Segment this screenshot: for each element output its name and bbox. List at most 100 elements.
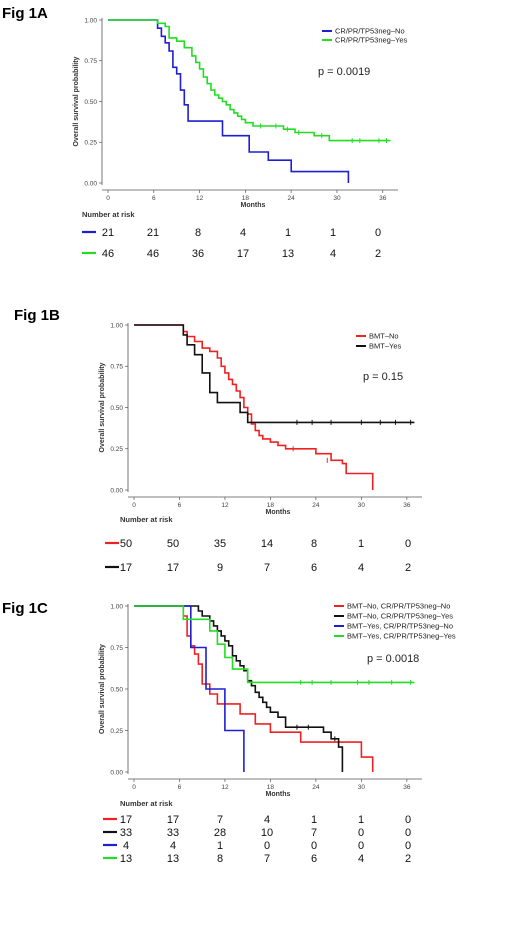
risk-count: 0: [405, 827, 411, 839]
risk-count: 2: [405, 853, 411, 865]
risk-count: 4: [123, 840, 129, 852]
risk-count: 7: [217, 814, 223, 826]
y-tick-label: 0.25: [110, 728, 123, 735]
survival-curve-2: [108, 19, 391, 142]
risk-count: 7: [264, 562, 270, 574]
legend-entry: BMT–No: [369, 332, 399, 341]
panel-label: Fig 1A: [2, 5, 48, 22]
p-value: p = 0.15: [363, 371, 403, 383]
risk-count: 46: [102, 248, 114, 260]
risk-count: 10: [261, 827, 273, 839]
risk-count: 21: [147, 227, 159, 239]
risk-count: 0: [405, 840, 411, 852]
panel-label: Fig 1C: [2, 600, 48, 617]
x-tick-label: 24: [312, 784, 320, 791]
x-tick-label: 36: [379, 195, 387, 202]
y-axis-title: Overall survival probability: [99, 644, 106, 734]
y-tick-label: 0.25: [84, 140, 97, 147]
risk-count: 50: [120, 538, 132, 550]
risk-count: 8: [195, 227, 201, 239]
risk-count: 2: [405, 562, 411, 574]
x-tick-label: 18: [267, 784, 275, 791]
risk-count: 2: [375, 248, 381, 260]
y-tick-label: 0.50: [110, 405, 123, 412]
risk-count: 28: [214, 827, 226, 839]
risk-count: 17: [167, 814, 179, 826]
legend-entry: CR/PR/TP53neg–Yes: [335, 36, 408, 45]
y-tick-label: 0.00: [110, 487, 123, 494]
panel-3: Fig 1C0.000.250.500.751.000 6 12 18 24 30 36Mo…: [2, 600, 456, 865]
risk-count: 17: [120, 562, 132, 574]
risk-count: 13: [167, 853, 179, 865]
survival-curve-3: [134, 605, 245, 772]
risk-count: 8: [311, 538, 317, 550]
y-tick-label: 1.00: [110, 322, 123, 329]
y-tick-label: 1.00: [84, 17, 97, 24]
risk-table-title: Number at risk: [120, 515, 173, 524]
x-tick-label: 12: [196, 195, 204, 202]
y-tick-label: 0.75: [84, 58, 97, 65]
risk-count: 17: [237, 248, 249, 260]
risk-count: 21: [102, 227, 114, 239]
y-tick-label: 0.25: [110, 446, 123, 453]
y-tick-label: 0.75: [110, 364, 123, 371]
y-tick-label: 0.75: [110, 645, 123, 652]
x-tick-label: 0: [132, 784, 136, 791]
risk-count: 0: [405, 538, 411, 550]
x-tick-label: 30: [358, 784, 366, 791]
x-tick-label: 6: [178, 784, 182, 791]
survival-curve-1: [108, 19, 350, 183]
y-axis-title: Overall survival probability: [99, 362, 106, 452]
risk-count: 35: [214, 538, 226, 550]
survival-curve-2: [134, 324, 415, 424]
panel-1: Fig 1A0.000.250.500.751.000 6 12 18 24 30 36Mo…: [2, 5, 408, 260]
y-tick-label: 0.50: [110, 686, 123, 693]
risk-count: 0: [264, 840, 270, 852]
risk-count: 4: [330, 248, 336, 260]
risk-count: 4: [170, 840, 176, 852]
risk-count: 1: [358, 538, 364, 550]
risk-count: 17: [120, 814, 132, 826]
risk-count: 7: [311, 827, 317, 839]
x-axis-title: Months: [241, 202, 266, 209]
y-tick-label: 0.00: [110, 769, 123, 776]
risk-count: 33: [167, 827, 179, 839]
x-tick-label: 18: [267, 502, 275, 509]
y-tick-label: 1.00: [110, 603, 123, 610]
risk-count: 8: [217, 853, 223, 865]
legend-entry: BMT–Yes, CR/PR/TP53neg–Yes: [347, 632, 456, 641]
risk-count: 0: [311, 840, 317, 852]
survival-curve-2: [134, 605, 344, 772]
risk-count: 6: [311, 562, 317, 574]
risk-count: 4: [358, 853, 364, 865]
legend-entry: BMT–No, CR/PR/TP53neg–No: [347, 602, 450, 611]
y-tick-label: 0.50: [84, 99, 97, 106]
risk-count: 1: [358, 814, 364, 826]
x-tick-label: 12: [221, 784, 229, 791]
x-tick-label: 24: [288, 195, 296, 202]
legend-entry: BMT–Yes: [369, 342, 401, 351]
legend-entry: CR/PR/TP53neg–No: [335, 27, 405, 36]
panel-label: Fig 1B: [14, 307, 60, 324]
x-tick-label: 30: [333, 195, 341, 202]
x-tick-label: 0: [132, 502, 136, 509]
survival-curve-1: [134, 605, 374, 772]
risk-count: 0: [358, 827, 364, 839]
risk-table-title: Number at risk: [82, 210, 135, 219]
risk-count: 6: [311, 853, 317, 865]
x-tick-label: 24: [312, 502, 320, 509]
risk-count: 0: [405, 814, 411, 826]
x-axis-title: Months: [266, 791, 291, 798]
panel-2: Fig 1B0.000.250.500.751.000 6 12 18 24 30 36Mo…: [14, 307, 422, 574]
risk-count: 1: [217, 840, 223, 852]
risk-count: 7: [264, 853, 270, 865]
risk-count: 13: [120, 853, 132, 865]
risk-count: 36: [192, 248, 204, 260]
risk-count: 0: [375, 227, 381, 239]
risk-count: 14: [261, 538, 273, 550]
risk-count: 13: [282, 248, 294, 260]
x-axis-title: Months: [266, 509, 291, 516]
p-value: p = 0.0018: [367, 653, 419, 665]
survival-curve-4: [134, 605, 415, 684]
